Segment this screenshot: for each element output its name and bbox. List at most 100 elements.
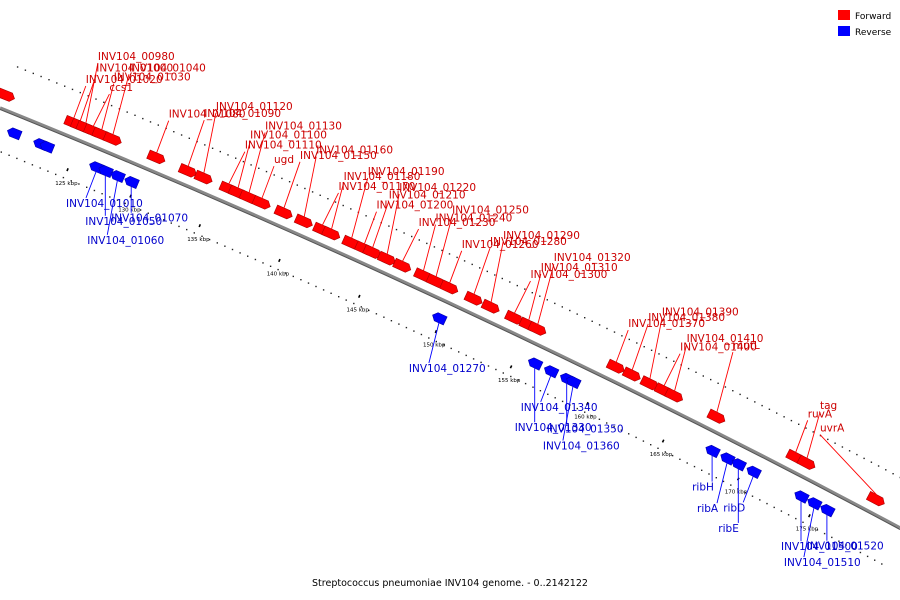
scale-dot-inner <box>613 425 615 428</box>
tick-label: 140 kbp <box>267 272 290 278</box>
scale-dot-inner <box>679 458 681 460</box>
scale-dot-outer <box>342 204 344 207</box>
scale-dot-inner <box>539 390 542 392</box>
tick-mark <box>278 258 281 263</box>
leader-line <box>283 161 301 208</box>
leader-line <box>261 165 275 199</box>
tick-mark <box>198 223 202 228</box>
gene-label: INV104_00980 <box>98 51 175 63</box>
scale-dot-inner <box>390 320 393 322</box>
scale-dot-inner <box>715 477 717 479</box>
gene-label: mutL <box>733 340 760 352</box>
scale-dot-outer <box>569 309 571 312</box>
scale-dot-outer <box>805 427 807 429</box>
scale-dot-outer <box>250 164 252 166</box>
leader-line <box>203 112 217 173</box>
scale-dot-inner <box>405 326 408 329</box>
scale-dot-outer <box>64 85 66 87</box>
leader-line <box>540 375 552 403</box>
scale-dot-inner <box>116 199 119 201</box>
gene-label: INV104_01320 <box>554 252 631 264</box>
gene-label: ruvA <box>808 408 833 420</box>
scale-dot-inner <box>561 400 564 403</box>
scale-dot-outer <box>531 292 533 294</box>
tick-label: 165 kbp <box>650 452 673 458</box>
scale-dot-outer <box>841 446 844 448</box>
scale-dot-inner <box>773 506 775 509</box>
genome-axis <box>0 106 900 530</box>
scale-dot-outer <box>790 419 793 422</box>
gene-label: INV104_01350 <box>547 424 624 436</box>
scale-dot-outer <box>754 401 756 403</box>
scale-dot-inner <box>262 262 264 264</box>
scale-dot-inner <box>186 228 188 231</box>
scale-dot-outer <box>311 191 314 193</box>
scale-dot-outer <box>892 473 894 475</box>
scale-dot-outer <box>606 327 608 330</box>
scale-dot-inner <box>124 202 126 205</box>
scale-dot-inner <box>472 358 475 360</box>
leader-line <box>490 242 504 303</box>
scale-dot-inner <box>495 368 497 371</box>
gene-label: INV104_01080 <box>169 109 246 121</box>
leader-line <box>742 476 754 503</box>
scale-dot-outer <box>584 317 586 319</box>
gene-label: INV104_01250 <box>452 205 529 217</box>
scale-dot-outer <box>761 404 763 407</box>
leader-line <box>449 250 463 283</box>
scale-dot-outer <box>265 170 268 173</box>
gene-features <box>0 87 885 518</box>
scale-dot-outer <box>157 124 159 126</box>
gene-feature <box>110 170 126 184</box>
gene-feature <box>0 87 15 102</box>
scale-dot-inner <box>722 480 725 483</box>
scale-dot-outer <box>403 232 405 234</box>
scale-dot-inner <box>591 415 593 417</box>
scale-dot-outer <box>448 253 451 255</box>
tick-label: 160 kbp <box>574 415 597 421</box>
gene-label: INV104_01060 <box>87 235 164 247</box>
scale-dot-inner <box>435 340 437 343</box>
gene-feature <box>820 503 836 518</box>
scale-dot-inner <box>701 469 703 471</box>
leader-line <box>106 180 118 235</box>
scale-dot-inner <box>292 275 294 278</box>
scale-dot-inner <box>239 252 241 254</box>
scale-dot-outer <box>746 397 749 399</box>
gene-feature <box>432 312 448 326</box>
gene-label: INV104_01000 <box>96 63 173 75</box>
scale-dot-outer <box>739 393 741 396</box>
scale-dot-inner <box>285 272 287 274</box>
scale-dot-inner <box>208 238 211 241</box>
scale-dot-inner <box>101 193 103 195</box>
tick-label: 175 kbp <box>796 526 819 532</box>
scale-dot-outer <box>388 225 390 227</box>
gene-label: tag <box>820 400 837 412</box>
gene-feature <box>605 358 625 374</box>
scale-dot-outer <box>40 75 42 78</box>
scale-dot-inner <box>881 563 883 565</box>
leader-line <box>674 344 688 392</box>
scale-dot-outer <box>350 208 352 210</box>
gene-label: INV104_01360 <box>543 441 620 453</box>
scale-dot-outer <box>561 306 563 308</box>
tick-mark <box>509 365 513 369</box>
scale-dot-inner <box>78 183 80 185</box>
scale-dot-outer <box>486 270 488 273</box>
gene-feature <box>865 491 885 507</box>
leader-line <box>237 141 251 188</box>
gene-label: INV104_01090 <box>204 108 281 120</box>
scale-dot-inner <box>852 548 854 550</box>
scale-dot-outer <box>591 320 593 322</box>
gene-feature <box>544 365 560 379</box>
scale-dot-outer <box>812 431 814 433</box>
leader-line <box>303 156 317 217</box>
scale-dot-outer <box>554 302 556 305</box>
gene-feature <box>321 225 341 241</box>
scale-dot-outer <box>724 386 727 388</box>
scale-dot-inner <box>93 189 96 192</box>
gene-label: INV104_01240 <box>436 213 513 225</box>
scale-dot-outer <box>643 346 645 348</box>
gene-label: INV104_01020 <box>86 74 163 86</box>
